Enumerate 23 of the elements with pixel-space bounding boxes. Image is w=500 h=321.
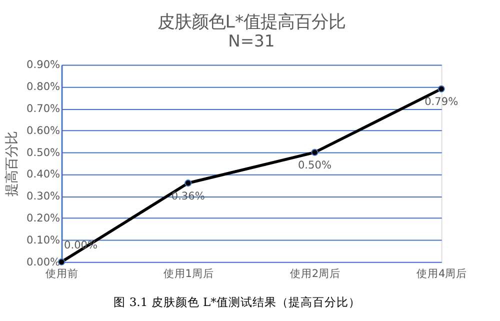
y-tick-label: 0.30% [26, 190, 60, 203]
y-tick-label: 0.00% [26, 256, 60, 268]
chart-subtitle: N=31 [228, 32, 275, 51]
x-tick-label: 使用2周后 [290, 266, 341, 280]
y-tick-label: 0.10% [26, 234, 60, 246]
y-tick-label: 0.80% [26, 81, 60, 94]
x-tick-label: 使用4周后 [416, 266, 468, 280]
point [438, 85, 445, 92]
y-tick-label: 0.50% [26, 146, 60, 159]
y-axis-title: 提高百分比 [4, 131, 20, 196]
x-tick-label: 使用1周后 [163, 266, 214, 280]
y-tick-label: 0.40% [26, 168, 60, 181]
point [184, 180, 192, 187]
y-tick-label: 0.90% [26, 59, 60, 72]
chart-title: 皮肤颜色L*值提高百分比 [157, 12, 346, 32]
caption: 图 3.1 皮肤颜色 L*值测试结果（提高百分比） [114, 295, 360, 310]
x-tick-label: 使用前 [46, 268, 79, 280]
y-tick-label: 0.70% [26, 102, 60, 115]
data-label: 0.79% [424, 96, 458, 108]
y-tick-label: 0.20% [26, 212, 60, 224]
data-label: 0.50% [298, 160, 332, 172]
y-tick-label: 0.60% [26, 124, 60, 137]
point [311, 148, 318, 156]
